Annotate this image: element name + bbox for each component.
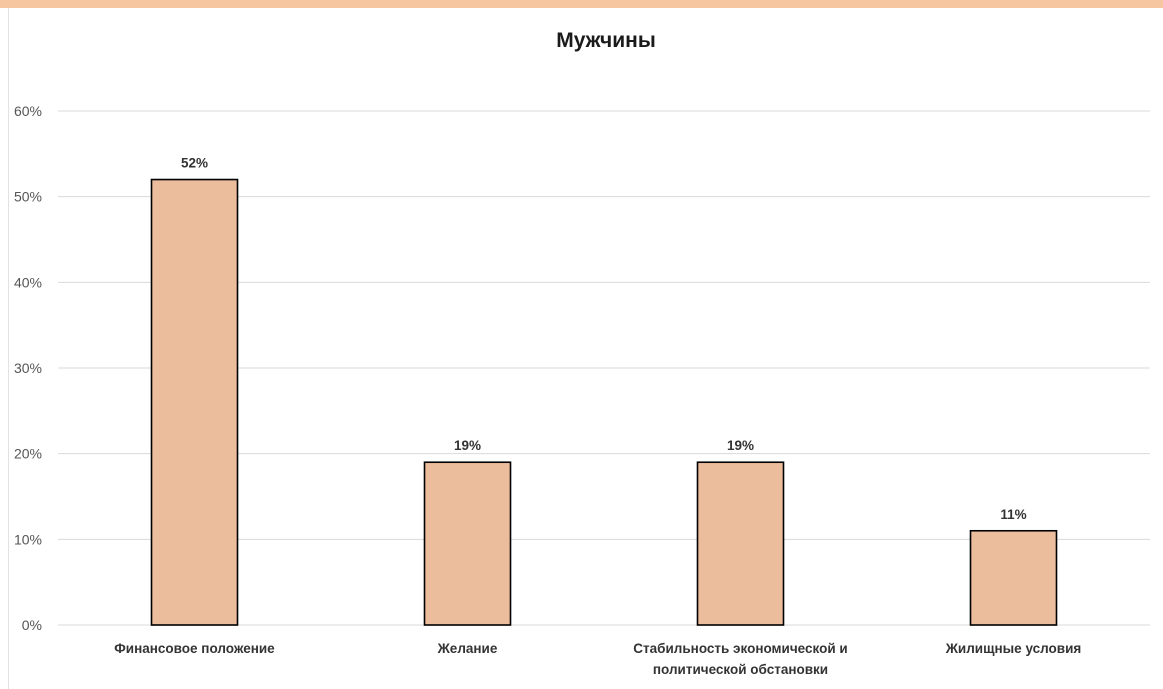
data-label-1: 52% (181, 156, 208, 171)
y-tick-label: 10% (14, 531, 42, 547)
chart-title: Мужчины (556, 29, 656, 52)
bar-1 (150, 178, 239, 626)
y-tick-label: 20% (14, 446, 42, 462)
x-category-label: Стабильность экономической и (633, 641, 847, 656)
y-tick-label: 40% (14, 274, 42, 290)
data-label-4: 11% (1000, 507, 1026, 522)
bar-chart: 0% 10% 20% 30% 40% 50% 60% 52% Финансовое положе… (14, 29, 1150, 677)
y-tick-label: 60% (14, 103, 42, 119)
x-category-label: Жилищные условия (945, 641, 1082, 656)
frame-left-edge (8, 8, 9, 689)
chart-frame: 0% 10% 20% 30% 40% 50% 60% 52% Финансовое положе… (0, 8, 1163, 689)
bars (150, 178, 1058, 626)
data-label-3: 19% (727, 438, 754, 453)
x-category-label: Желание (437, 641, 498, 656)
gridlines (58, 110, 1150, 626)
x-category-label: политической обстановки (653, 662, 828, 677)
bar-2 (423, 461, 512, 626)
y-tick-label: 0% (22, 617, 42, 633)
data-label-2: 19% (454, 438, 481, 453)
labels: 0% 10% 20% 30% 40% 50% 60% 52% Финансовое положе… (14, 103, 1081, 677)
y-tick-label: 50% (14, 189, 42, 205)
x-category-label: Финансовое положение (114, 641, 275, 656)
y-tick-label: 30% (14, 360, 42, 376)
bar-4 (969, 529, 1058, 626)
bar-3 (696, 461, 785, 626)
